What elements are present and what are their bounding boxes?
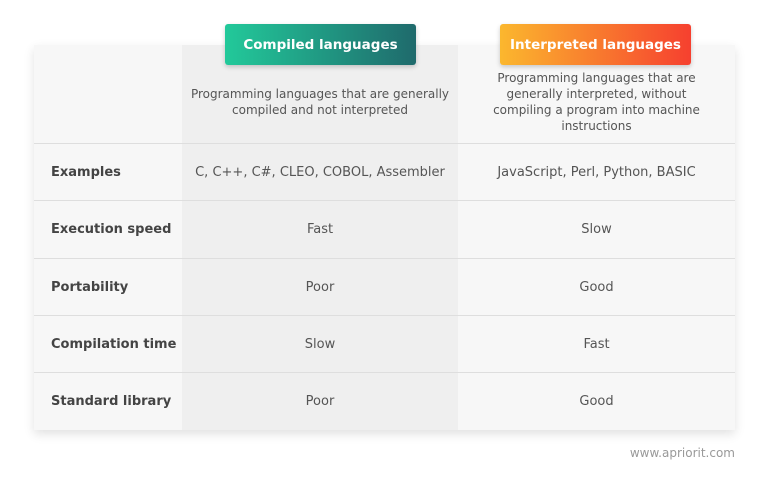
table-row: Portability Poor Good	[34, 258, 735, 315]
row-label: Compilation time	[51, 336, 177, 352]
interpreted-languages-header: Interpreted languages	[500, 24, 691, 65]
row-label: Portability	[51, 279, 129, 295]
table-row: Execution speed Fast Slow	[34, 200, 735, 257]
row-label: Examples	[51, 164, 121, 180]
interpreted-value: JavaScript, Perl, Python, BASIC	[497, 164, 696, 180]
interpreted-description: Programming languages that are generally…	[493, 71, 700, 133]
compiled-value: Slow	[304, 336, 336, 352]
compiled-value: Fast	[306, 221, 334, 237]
interpreted-value: Slow	[581, 221, 612, 237]
compiled-column-bg	[182, 45, 458, 430]
comparison-table: Programming languages that are generally…	[34, 45, 735, 430]
compiled-description: Programming languages that are generally…	[190, 87, 450, 117]
compiled-value: Poor	[305, 394, 335, 409]
footer-url: www.apriorit.com	[629, 446, 735, 460]
interpreted-value: Good	[579, 394, 614, 409]
interpreted-value: Good	[579, 279, 614, 295]
table-row: Compilation time Slow Fast	[34, 315, 735, 372]
compiled-languages-header: Compiled languages	[225, 24, 416, 65]
row-label: Standard library	[51, 394, 172, 409]
row-label: Execution speed	[51, 221, 172, 237]
table-row: Standard library Poor Good	[34, 372, 735, 430]
table-row: Examples C, C++, C#, CLEO, COBOL, Assemb…	[34, 143, 735, 200]
compiled-value: C, C++, C#, CLEO, COBOL, Assembler	[195, 164, 445, 180]
interpreted-value: Fast	[583, 336, 610, 352]
compiled-value: Poor	[305, 279, 335, 295]
